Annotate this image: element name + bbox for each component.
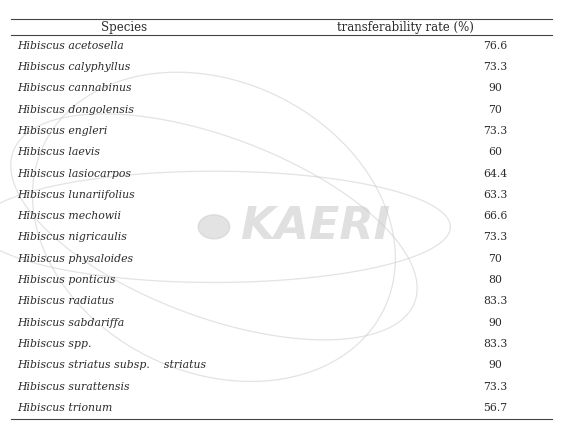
Text: Hibiscus mechowii: Hibiscus mechowii [17,211,121,221]
Text: Hibiscus nigricaulis: Hibiscus nigricaulis [17,232,127,243]
Text: 90: 90 [489,360,502,370]
Text: 70: 70 [489,254,502,264]
Text: 64.4: 64.4 [484,169,507,178]
Text: Species: Species [101,21,147,34]
Text: Hibiscus ponticus: Hibiscus ponticus [17,275,115,285]
Text: Hibiscus sabdariffa: Hibiscus sabdariffa [17,318,124,328]
Text: Hibiscus lunariifolius: Hibiscus lunariifolius [17,190,135,200]
Text: 80: 80 [489,275,502,285]
Text: 60: 60 [489,147,502,157]
Text: 83.3: 83.3 [483,297,508,306]
Text: Hibiscus acetosella: Hibiscus acetosella [17,41,124,51]
Text: transferability rate (%): transferability rate (%) [337,21,474,34]
Text: 90: 90 [489,83,502,93]
Text: Hibiscus calyphyllus: Hibiscus calyphyllus [17,62,130,72]
Text: Hibiscus lasiocarpos: Hibiscus lasiocarpos [17,169,131,178]
Text: Hibiscus cannabinus: Hibiscus cannabinus [17,83,132,93]
Text: 73.3: 73.3 [483,382,508,392]
Circle shape [198,215,230,239]
Text: Hibiscus dongolensis: Hibiscus dongolensis [17,105,134,115]
Text: Hibiscus engleri: Hibiscus engleri [17,126,108,136]
Text: 66.6: 66.6 [483,211,508,221]
Text: 70: 70 [489,105,502,115]
Text: 76.6: 76.6 [483,41,508,51]
Text: KAERI: KAERI [240,205,390,248]
Text: Hibiscus striatus subsp.    striatus: Hibiscus striatus subsp. striatus [17,360,206,370]
Text: Hibiscus laevis: Hibiscus laevis [17,147,100,157]
Text: Hibiscus radiatus: Hibiscus radiatus [17,297,114,306]
Text: 63.3: 63.3 [483,190,508,200]
Text: 56.7: 56.7 [484,403,507,413]
Text: Hibiscus trionum: Hibiscus trionum [17,403,112,413]
Text: 73.3: 73.3 [483,62,508,72]
Text: 73.3: 73.3 [483,126,508,136]
Text: Hibiscus physaloides: Hibiscus physaloides [17,254,133,264]
Text: 73.3: 73.3 [483,232,508,243]
Text: Hibiscus surattensis: Hibiscus surattensis [17,382,129,392]
Text: 83.3: 83.3 [483,339,508,349]
Text: Hibiscus spp.: Hibiscus spp. [17,339,91,349]
Text: 90: 90 [489,318,502,328]
